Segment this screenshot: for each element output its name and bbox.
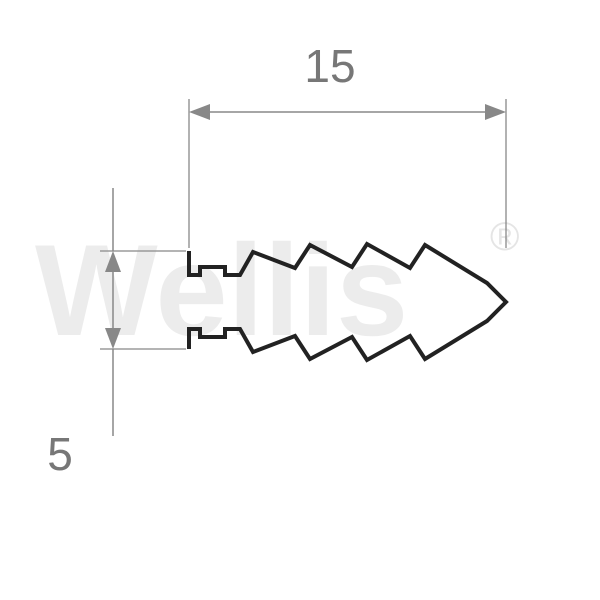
technical-drawing: Wellis ® 15 5 xyxy=(0,0,600,600)
arrow-left xyxy=(189,104,210,120)
arrow-right xyxy=(485,104,506,120)
watermark-registered: ® xyxy=(490,215,519,259)
dimension-height-value: 5 xyxy=(47,428,73,480)
dimension-width-value: 15 xyxy=(304,40,355,92)
